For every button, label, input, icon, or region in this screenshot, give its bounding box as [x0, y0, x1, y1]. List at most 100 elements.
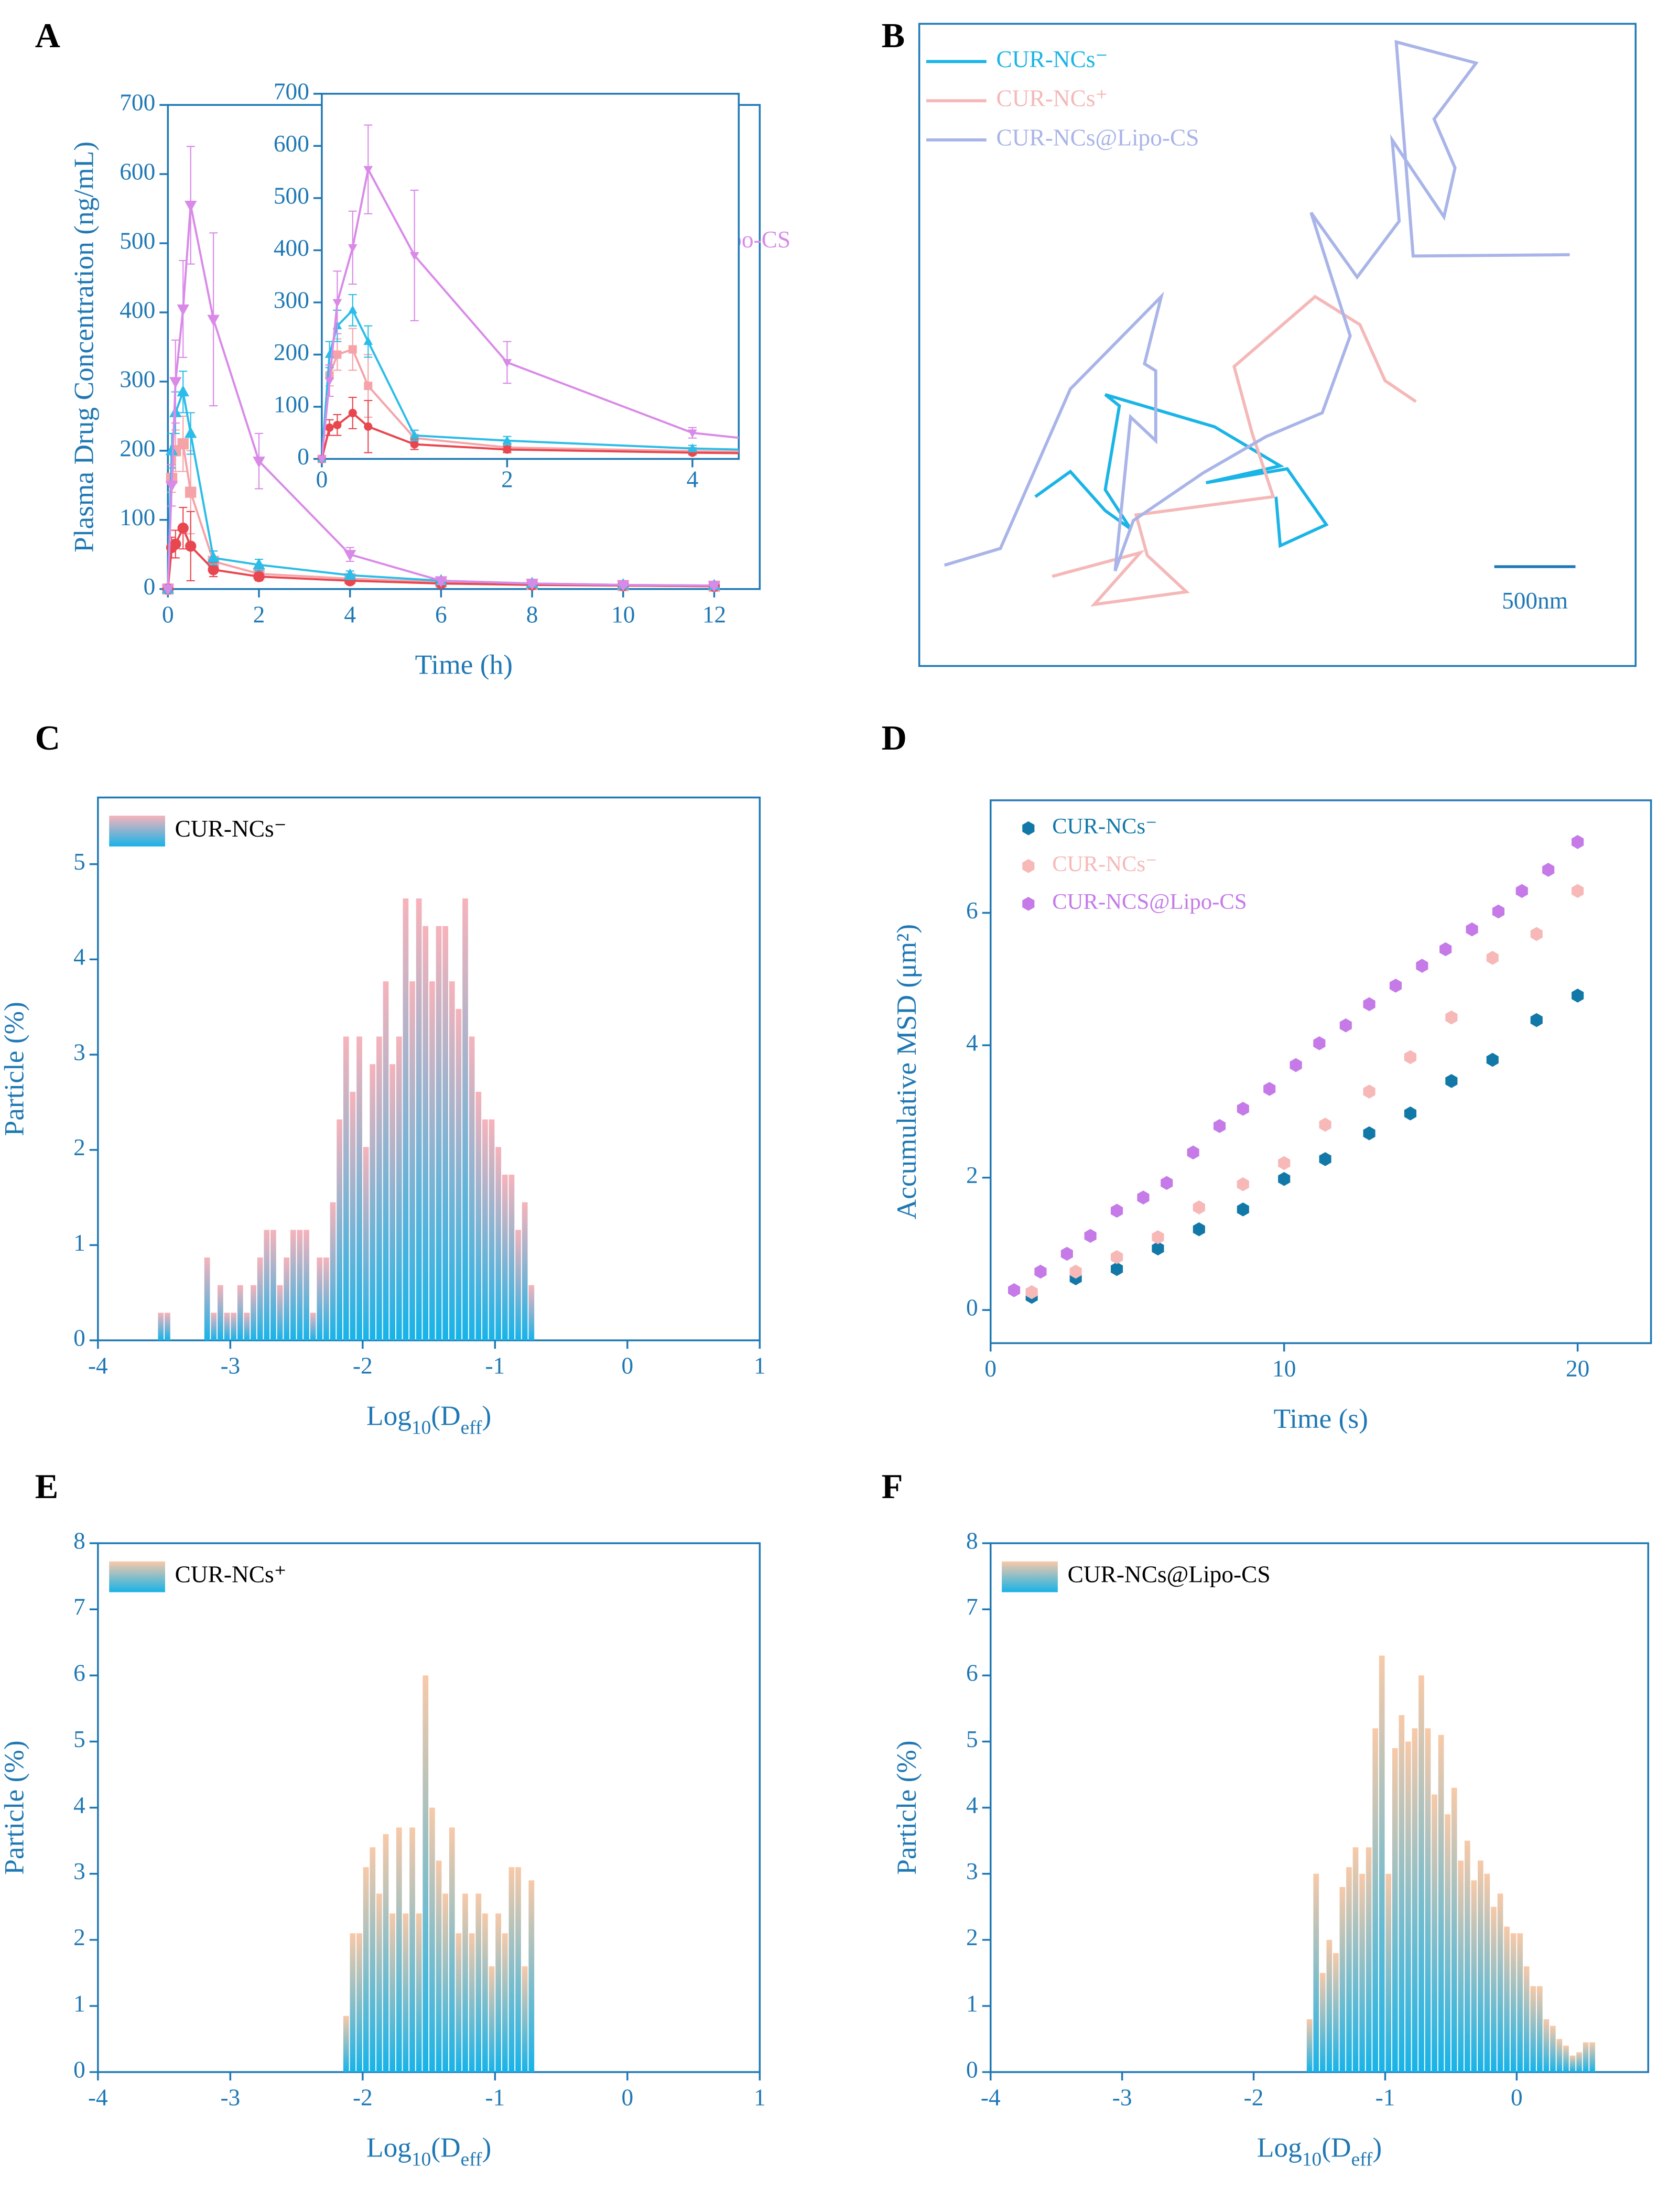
legend-swatch	[1002, 1561, 1058, 1592]
bar	[1464, 1840, 1470, 2073]
bar	[403, 1913, 409, 2073]
x-axis-label: Log10(Deff)	[1257, 2132, 1382, 2171]
bar	[290, 1230, 296, 1341]
data-point	[502, 359, 512, 368]
bar	[489, 1119, 495, 1341]
data-point	[1515, 884, 1528, 898]
data-point	[1152, 1241, 1164, 1256]
data-point	[324, 377, 334, 386]
data-point	[1290, 1058, 1302, 1072]
inset-background	[321, 93, 739, 459]
line-series	[167, 205, 714, 589]
x-tick-label: -4	[88, 1353, 108, 1379]
y-tick-label: 300	[274, 287, 309, 313]
bar	[469, 1036, 475, 1341]
data-point	[1213, 1119, 1226, 1133]
data-point	[1572, 989, 1584, 1003]
bar	[442, 1893, 449, 2073]
x-axis-label-part: eff	[461, 2149, 482, 2171]
data-point	[1110, 1262, 1123, 1276]
bar	[1478, 1860, 1483, 2073]
bar	[1326, 1939, 1333, 2073]
bar	[1412, 1728, 1418, 2073]
data-point	[688, 429, 697, 438]
bar	[1556, 2039, 1563, 2073]
data-point	[1034, 1264, 1047, 1279]
data-point	[1319, 1118, 1331, 1132]
x-tick-label: 4	[344, 601, 356, 627]
bar	[456, 1933, 462, 2073]
data-point	[184, 427, 197, 438]
data-point	[185, 540, 197, 552]
data-point	[1445, 1074, 1458, 1088]
y-tick-label: 0	[297, 443, 309, 470]
x-tick-label: 0	[622, 1353, 634, 1379]
legend-label: CUR-NCs@Lipo-CS	[1068, 1562, 1271, 1588]
bar	[396, 1827, 402, 2073]
x-tick-label: 1	[754, 1353, 766, 1379]
panel-label: F	[882, 1468, 903, 1506]
y-tick-label: 0	[73, 2056, 85, 2083]
plot-frame	[918, 23, 1637, 667]
bar	[1346, 1867, 1352, 2073]
y-tick-label: 500	[120, 227, 155, 254]
y-tick-label: 100	[274, 391, 309, 417]
bar	[244, 1313, 250, 1341]
data-point	[1363, 1085, 1375, 1099]
data-point	[1363, 997, 1375, 1012]
x-axis-label-part: Log	[366, 2132, 411, 2163]
x-tick-label: -1	[1375, 2085, 1395, 2111]
data-point	[1237, 1101, 1249, 1116]
y-tick-label: 200	[274, 339, 309, 365]
bar	[1497, 1893, 1503, 2073]
data-point	[177, 438, 189, 450]
bar	[423, 1675, 429, 2073]
bar	[449, 1827, 455, 2073]
x-axis-label: Log10(Deff)	[366, 1400, 491, 1439]
bar	[317, 1257, 323, 1341]
bar	[337, 1119, 343, 1341]
bar	[270, 1230, 276, 1341]
x-tick-label: -4	[88, 2085, 108, 2111]
bar	[350, 1091, 356, 1341]
bar	[284, 1257, 290, 1341]
data-point	[1137, 1190, 1150, 1205]
bar	[409, 1827, 415, 2073]
y-tick-label: 0	[144, 573, 156, 600]
data-point	[1025, 1285, 1038, 1299]
data-point	[1572, 835, 1584, 849]
bar	[515, 1230, 521, 1341]
bar	[403, 898, 409, 1341]
x-tick-label: 0	[622, 2085, 634, 2111]
y-tick-label: 2	[73, 1924, 85, 1950]
data-point	[177, 304, 189, 316]
bar	[522, 1202, 528, 1341]
bar	[363, 1147, 369, 1341]
data-point	[1389, 979, 1402, 993]
bar	[1352, 1847, 1359, 2073]
bar	[515, 1867, 521, 2073]
y-tick-label: 700	[274, 78, 309, 104]
bar	[370, 1064, 376, 1341]
y-tick-label: 4	[73, 944, 85, 970]
bar	[1432, 1794, 1437, 2073]
y-tick-label: 300	[120, 366, 155, 392]
data-point	[253, 457, 265, 468]
data-point	[363, 336, 373, 345]
data-point	[1486, 951, 1499, 965]
bar	[522, 1966, 528, 2073]
data-point	[1439, 942, 1452, 957]
y-tick-label: 6	[966, 897, 978, 924]
bar	[1306, 2019, 1313, 2073]
data-point	[1445, 1010, 1458, 1025]
bar	[356, 1933, 362, 2073]
data-point	[1278, 1172, 1291, 1186]
y-tick-label: 600	[120, 159, 155, 185]
scale-bar-label: 500nm	[1502, 588, 1568, 614]
data-point	[1530, 1013, 1543, 1027]
bar	[475, 1091, 482, 1341]
bar	[1319, 1972, 1326, 2073]
data-point	[410, 440, 419, 449]
bar	[502, 1933, 508, 2073]
data-point	[1313, 1036, 1326, 1050]
